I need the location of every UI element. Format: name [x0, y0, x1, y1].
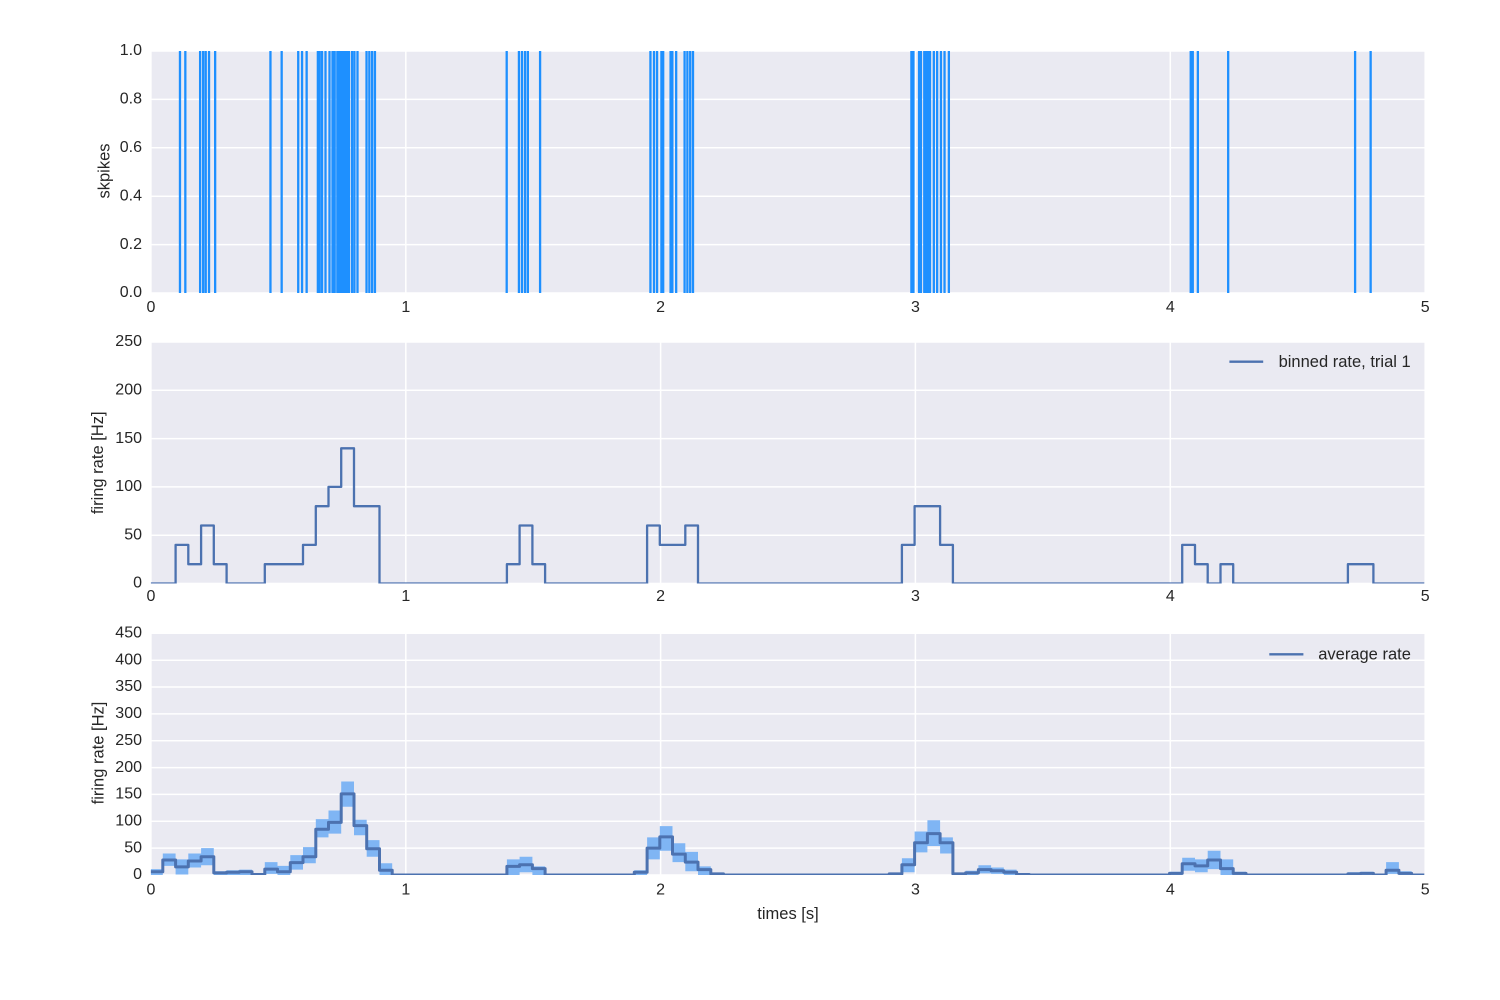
svg-text:250: 250	[115, 732, 142, 749]
svg-text:4: 4	[1166, 588, 1175, 605]
svg-text:2: 2	[656, 882, 665, 899]
svg-text:450: 450	[115, 625, 142, 642]
svg-text:0.2: 0.2	[120, 236, 142, 253]
svg-text:1.0: 1.0	[120, 42, 142, 59]
svg-text:4: 4	[1166, 882, 1175, 899]
svg-text:0: 0	[133, 866, 142, 883]
svg-text:skpikes: skpikes	[96, 143, 114, 198]
svg-text:0.8: 0.8	[120, 91, 142, 108]
svg-text:0: 0	[146, 588, 155, 605]
svg-text:0.0: 0.0	[120, 284, 142, 301]
svg-text:200: 200	[115, 382, 142, 399]
svg-text:1: 1	[401, 588, 410, 605]
svg-text:times [s]: times [s]	[757, 905, 818, 923]
svg-text:350: 350	[115, 678, 142, 695]
svg-text:100: 100	[115, 813, 142, 830]
svg-text:0.4: 0.4	[120, 187, 142, 204]
svg-text:150: 150	[115, 430, 142, 447]
svg-text:0.6: 0.6	[120, 139, 142, 156]
svg-text:binned rate, trial 1: binned rate, trial 1	[1279, 353, 1411, 371]
svg-text:0: 0	[133, 575, 142, 592]
svg-text:0: 0	[146, 299, 155, 316]
svg-text:400: 400	[115, 651, 142, 668]
svg-text:2: 2	[656, 299, 665, 316]
svg-text:200: 200	[115, 759, 142, 776]
svg-text:3: 3	[911, 882, 920, 899]
svg-text:5: 5	[1421, 299, 1430, 316]
svg-text:50: 50	[124, 839, 142, 856]
svg-text:300: 300	[115, 705, 142, 722]
svg-text:firing rate [Hz]: firing rate [Hz]	[89, 702, 107, 805]
svg-text:150: 150	[115, 786, 142, 803]
svg-text:3: 3	[911, 299, 920, 316]
svg-text:250: 250	[115, 333, 142, 350]
svg-text:50: 50	[124, 526, 142, 543]
svg-text:1: 1	[401, 882, 410, 899]
svg-text:firing rate [Hz]: firing rate [Hz]	[89, 411, 107, 514]
svg-text:1: 1	[401, 299, 410, 316]
svg-text:2: 2	[656, 588, 665, 605]
svg-text:100: 100	[115, 478, 142, 495]
svg-text:5: 5	[1421, 588, 1430, 605]
svg-text:5: 5	[1421, 882, 1430, 899]
svg-text:average rate: average rate	[1318, 645, 1411, 663]
svg-text:4: 4	[1166, 299, 1175, 316]
svg-text:0: 0	[146, 882, 155, 899]
svg-text:3: 3	[911, 588, 920, 605]
